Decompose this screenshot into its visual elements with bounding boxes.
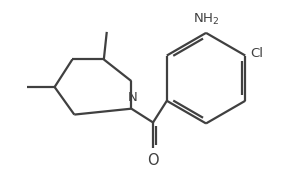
Text: O: O	[147, 153, 159, 168]
Text: Cl: Cl	[250, 47, 263, 60]
Text: NH$_2$: NH$_2$	[193, 12, 219, 27]
Text: N: N	[128, 91, 137, 104]
